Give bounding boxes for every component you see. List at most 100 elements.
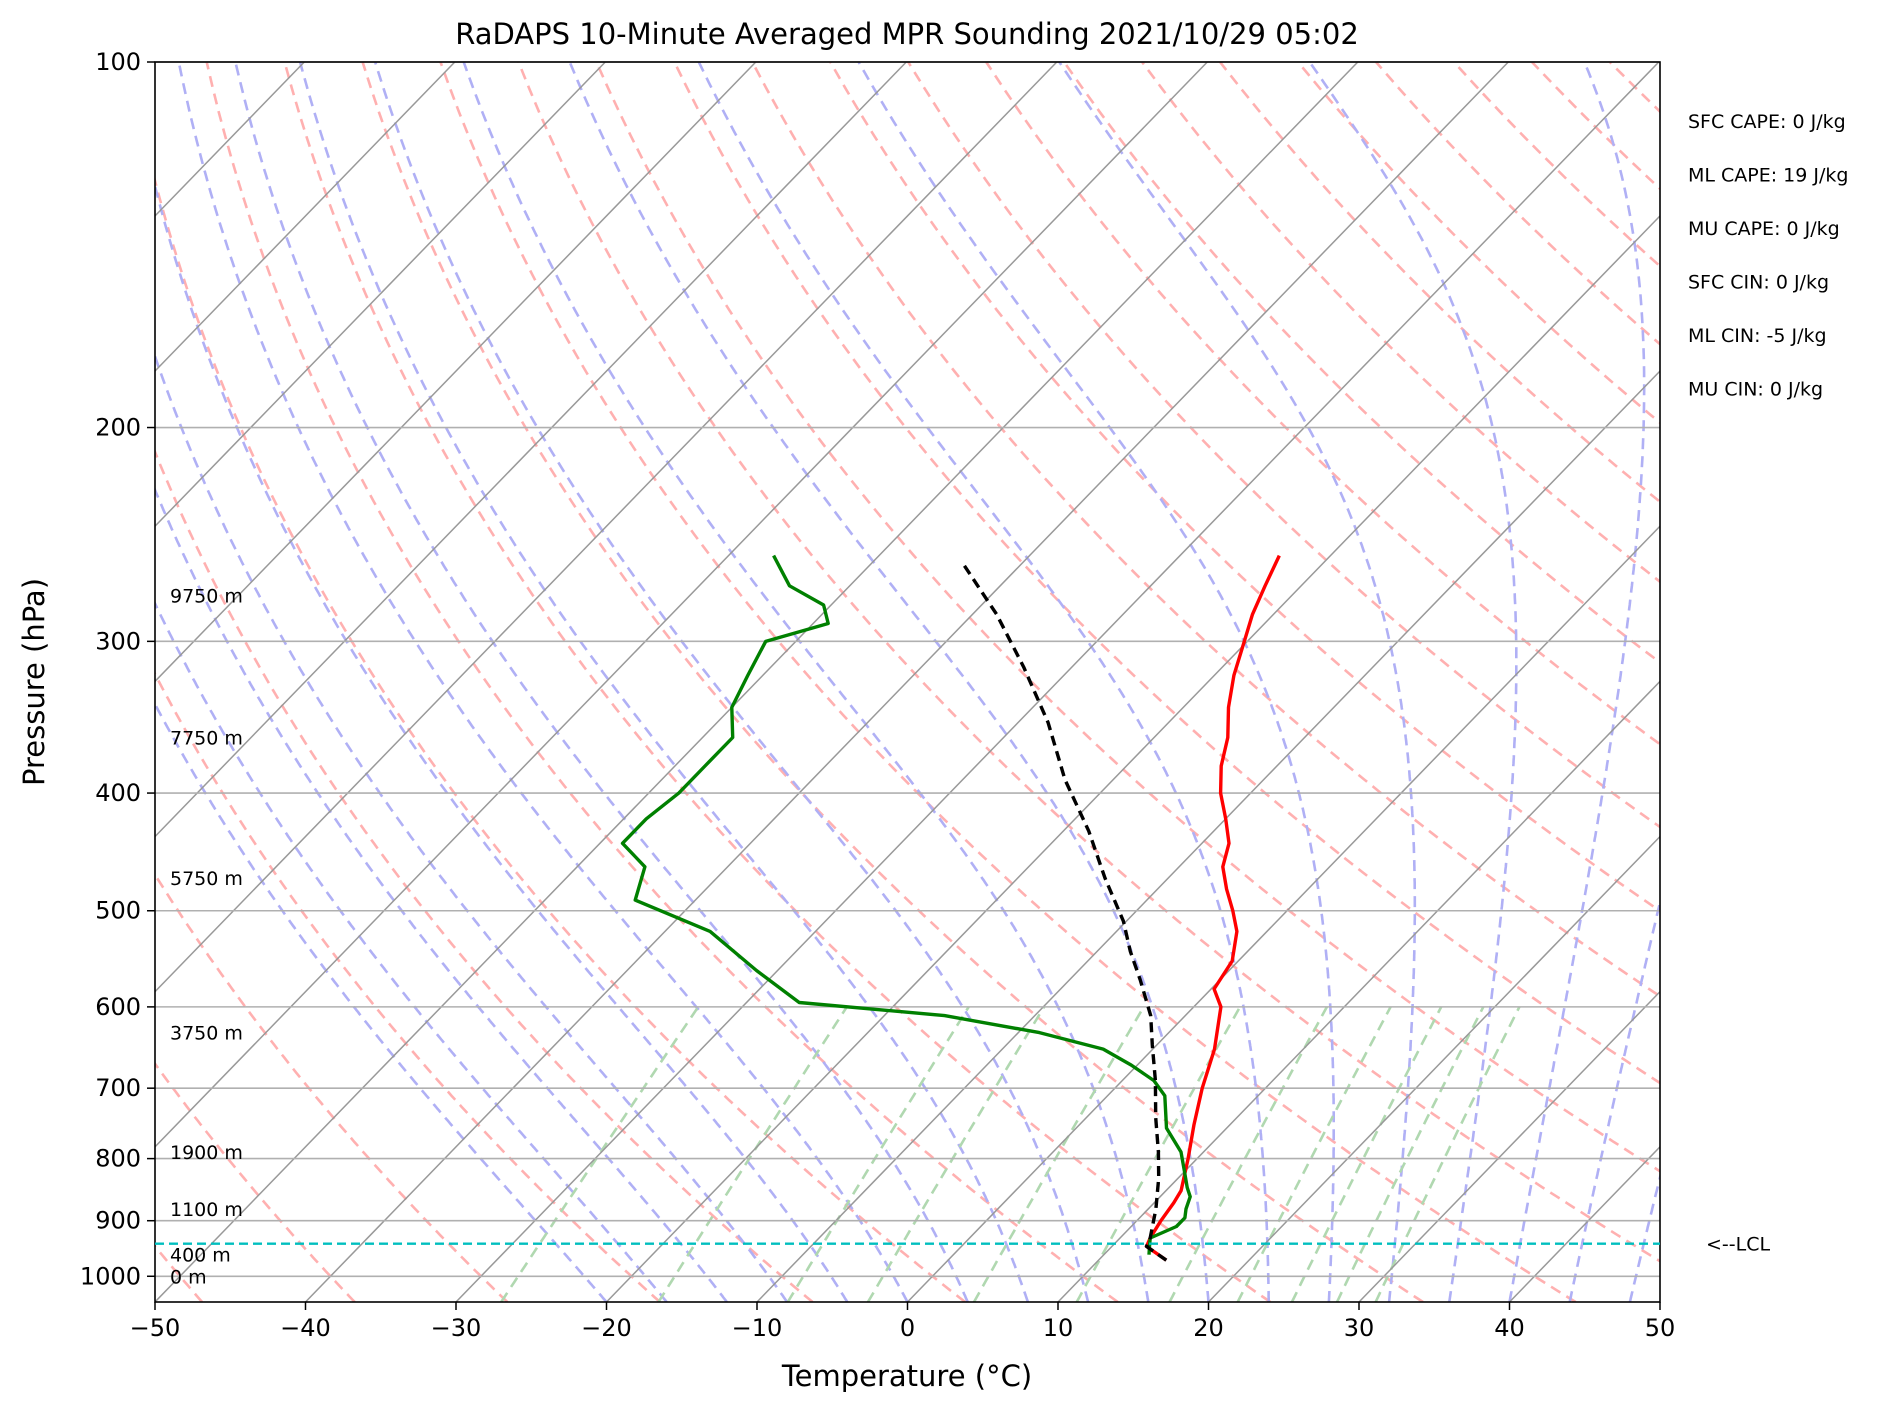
y-tick-label: 300 (95, 627, 141, 655)
isotherm (1659, 1300, 1660, 1302)
mixing-ratio-line (1075, 1006, 1242, 1302)
height-label: 3750 m (170, 1023, 243, 1045)
dry-adiabat (1530, 62, 1660, 191)
dry-adiabat (155, 671, 661, 1302)
y-tick-label: 500 (95, 897, 141, 925)
isotherm (155, 62, 456, 373)
stability-index-label: SFC CIN: 0 J/kg (1688, 272, 1829, 294)
isotherm (1207, 835, 1660, 1302)
isotherm (1508, 1145, 1660, 1302)
y-tick-label: 900 (95, 1207, 141, 1235)
sounding-profiles (620, 554, 1281, 1262)
moist-adiabat (697, 62, 1270, 1302)
isotherm (455, 62, 1660, 1302)
moist-adiabat (1568, 896, 1660, 1302)
height-label: 0 m (170, 1266, 207, 1288)
dry-adiabat (751, 62, 1660, 998)
y-tick-label: 800 (95, 1145, 141, 1173)
x-tick-label: 20 (1193, 1314, 1224, 1342)
dry-adiabat (155, 872, 509, 1302)
lcl-marker: <--LCL (155, 1234, 1770, 1256)
x-tick-label: 30 (1344, 1314, 1375, 1342)
x-tick-label: 40 (1494, 1314, 1525, 1342)
x-axis-title: Temperature (°C) (781, 1359, 1032, 1393)
parcel-profile-line (960, 560, 1168, 1262)
moist-adiabat (568, 62, 1210, 1302)
dry-adiabat (1688, 62, 1885, 1302)
mixing-ratio-line (1290, 1006, 1443, 1302)
y-tick-label: 700 (95, 1074, 141, 1102)
y-tick-label: 400 (95, 779, 141, 807)
moist-adiabat (1628, 1172, 1660, 1302)
y-tick-label: 100 (95, 48, 141, 76)
dry-adiabat (517, 62, 1660, 1263)
y-axis-title: Pressure (hPa) (17, 578, 51, 786)
moist-adiabat (1058, 62, 1417, 1302)
dry-adiabat (155, 448, 814, 1302)
x-tick-label: −20 (581, 1314, 632, 1342)
isotherm (155, 62, 757, 683)
y-tick-label: 200 (95, 414, 141, 442)
x-tick-label: −50 (130, 1314, 181, 1342)
isotherm (906, 525, 1660, 1302)
x-tick-label: 10 (1043, 1314, 1074, 1342)
stability-index-label: MU CIN: 0 J/kg (1688, 379, 1823, 401)
lcl-label: <--LCL (1706, 1234, 1770, 1256)
moist-adiabat (155, 486, 728, 1302)
dry-adiabat (1141, 62, 1660, 584)
isotherm (155, 62, 907, 838)
dry-adiabat (1452, 62, 1660, 268)
x-axis: −50 −40 −30 −20 −10 0 10 20 30 40 50 (130, 1302, 1675, 1342)
moist-adiabat (155, 352, 789, 1302)
dry-adiabat (829, 62, 1660, 913)
isotherm (304, 62, 1509, 1302)
y-axis: 100 200 300 400 500 600 700 800 900 1000 (80, 48, 155, 1290)
pressure-gridlines (155, 61, 1660, 1278)
height-label: 1900 m (170, 1142, 243, 1164)
dry-adiabat (283, 62, 1272, 1302)
mixing-ratio-line (500, 1006, 700, 1302)
dry-adiabat (1063, 62, 1660, 665)
mixing-ratio-line (1236, 1006, 1392, 1302)
y-tick-label: 1000 (80, 1262, 141, 1290)
height-labels: 9750 m 7750 m 5750 m 3750 m 1900 m 1100 m 400 … (170, 585, 243, 1288)
mixing-ratio-line (866, 1006, 1046, 1302)
height-label: 5750 m (170, 868, 243, 890)
isotherm (155, 62, 1208, 1148)
isotherm (0, 62, 3, 1302)
dry-adiabat (985, 62, 1660, 746)
dry-adiabat (205, 62, 1119, 1302)
moist-adiabat (1508, 62, 1646, 1302)
moist-adiabat (857, 62, 1335, 1302)
stability-index-label: ML CIN: -5 J/kg (1688, 325, 1827, 347)
mixing-ratio-line (1374, 1006, 1521, 1302)
isotherm (155, 62, 1359, 1302)
x-tick-label: 0 (900, 1314, 915, 1342)
y-tick-label: 600 (95, 993, 141, 1021)
background-lines (0, 62, 1885, 1302)
height-label: 7750 m (170, 728, 243, 750)
mixing-ratio-line (657, 1006, 848, 1302)
isotherm (1358, 990, 1660, 1302)
moist-adiabat (462, 62, 1150, 1302)
dewpoint-line (620, 554, 1192, 1255)
chart-title: RaDAPS 10-Minute Averaged MPR Sounding 2… (455, 17, 1359, 51)
isotherm (605, 214, 1660, 1302)
mixing-ratio-line (1335, 1006, 1485, 1302)
dry-adiabat (1766, 62, 1885, 1302)
isotherm (155, 62, 606, 528)
stability-index-label: ML CAPE: 19 J/kg (1688, 165, 1848, 187)
height-label: 1100 m (170, 1199, 243, 1221)
height-label: 400 m (170, 1245, 231, 1267)
dry-adiabat (439, 62, 1577, 1302)
stability-index-label: MU CAPE: 0 J/kg (1688, 218, 1840, 240)
moist-adiabat (155, 600, 668, 1302)
mixing-ratio-line (972, 1006, 1145, 1302)
isotherm (155, 62, 1058, 993)
moist-adiabat (177, 62, 909, 1302)
dry-adiabat (673, 62, 1660, 1085)
dry-adiabat (361, 62, 1424, 1302)
moist-adiabat (155, 701, 608, 1302)
x-tick-label: −30 (431, 1314, 482, 1342)
